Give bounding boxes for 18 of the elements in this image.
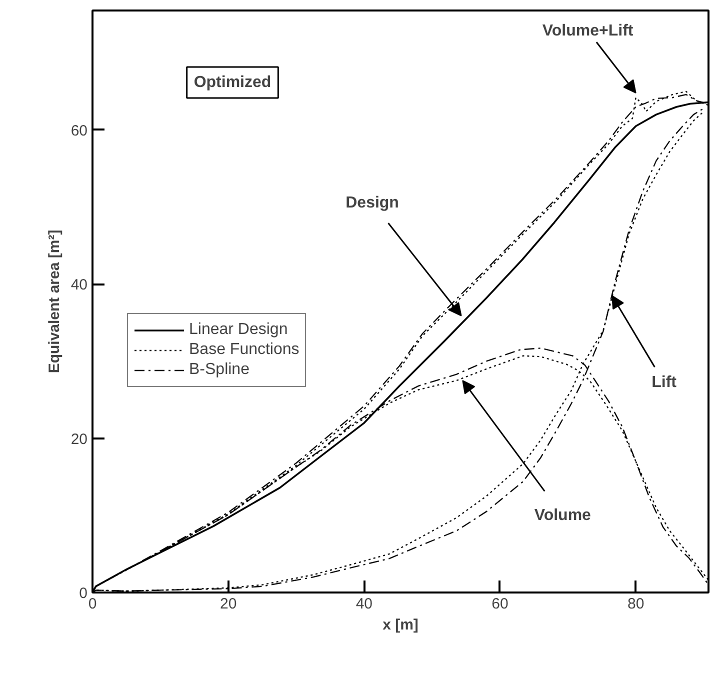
y-tick-label: 60	[70, 122, 88, 140]
annotation: Volume+Lift	[542, 22, 634, 40]
y-tick-label: 40	[70, 276, 88, 294]
x-tick-label: 80	[627, 596, 644, 612]
y-axis-title: Equivalent area [m²]	[46, 230, 63, 374]
legend-label: Linear Design	[189, 321, 288, 339]
legend-label: B-Spline	[189, 361, 250, 379]
x-axis-title: x [m]	[382, 616, 418, 634]
x-tick-label: 40	[356, 596, 373, 612]
legend-label: Base Functions	[189, 341, 300, 359]
annotation: Design	[346, 194, 399, 212]
x-tick-label: 20	[220, 596, 237, 612]
y-tick-label: 20	[70, 430, 88, 448]
annotation: Optimized	[194, 74, 272, 91]
x-tick-label: 60	[492, 596, 508, 612]
annotation: Lift	[652, 374, 678, 392]
annotation: Volume	[534, 507, 592, 524]
y-tick-label: 0	[79, 585, 88, 602]
